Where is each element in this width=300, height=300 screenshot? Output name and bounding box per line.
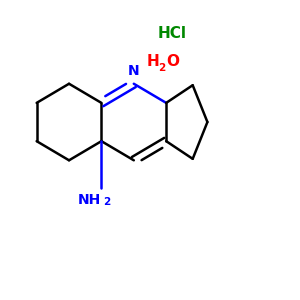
- Text: NH: NH: [78, 193, 101, 207]
- Text: H: H: [147, 54, 159, 69]
- Text: N: N: [128, 64, 140, 78]
- Text: 2: 2: [158, 63, 165, 73]
- Text: O: O: [166, 54, 179, 69]
- Text: 2: 2: [103, 196, 110, 206]
- Text: HCl: HCl: [158, 26, 187, 41]
